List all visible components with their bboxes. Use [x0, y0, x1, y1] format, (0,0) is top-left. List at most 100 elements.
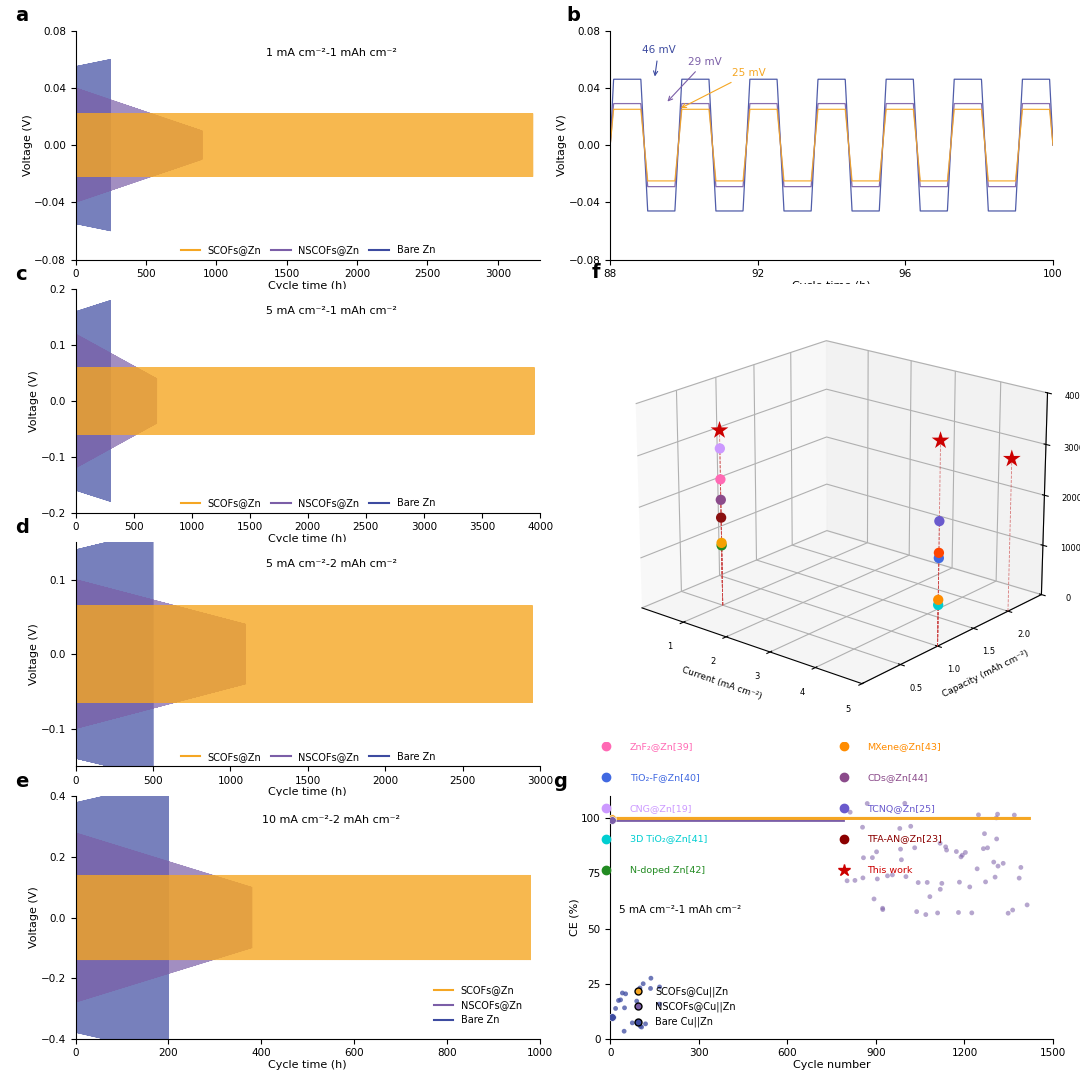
Point	[643, 970, 660, 987]
Point	[603, 810, 620, 827]
Point	[948, 843, 966, 861]
Point	[985, 853, 1002, 871]
Y-axis label: Capacity (mAh cm⁻²): Capacity (mAh cm⁻²)	[942, 648, 1030, 699]
Text: 5 mA cm⁻²-2 mAh cm⁻²: 5 mA cm⁻²-2 mAh cm⁻²	[266, 559, 396, 570]
Text: 5 mA cm⁻²-1 mAh cm⁻²: 5 mA cm⁻²-1 mAh cm⁻²	[619, 906, 741, 915]
Point	[841, 803, 859, 820]
Point	[896, 794, 914, 812]
Point	[616, 999, 633, 1017]
Point	[838, 872, 855, 889]
Point	[854, 870, 872, 887]
Point	[1012, 859, 1029, 876]
Point	[950, 874, 968, 891]
Text: c: c	[15, 265, 27, 284]
Text: TFA-AN@Zn[23]: TFA-AN@Zn[23]	[867, 835, 943, 843]
Point	[975, 840, 993, 858]
Point	[891, 819, 908, 837]
Text: 25 mV: 25 mV	[683, 69, 766, 108]
Text: 29 mV: 29 mV	[669, 57, 721, 100]
Y-axis label: Voltage (V): Voltage (V)	[29, 623, 39, 685]
Point	[937, 841, 955, 859]
Point	[957, 843, 974, 861]
Text: g: g	[553, 771, 567, 791]
X-axis label: Cycle number: Cycle number	[793, 1059, 870, 1070]
Text: 5 mA cm⁻²-1 mAh cm⁻²: 5 mA cm⁻²-1 mAh cm⁻²	[266, 305, 396, 316]
Point	[632, 980, 649, 997]
Point	[977, 873, 995, 890]
Point	[617, 985, 634, 1003]
Text: d: d	[15, 518, 29, 537]
Point	[909, 874, 927, 891]
Legend: SCOFs@Cu||Zn, NSCOFs@Cu||Zn, Bare Cu||Zn: SCOFs@Cu||Zn, NSCOFs@Cu||Zn, Bare Cu||Zn	[624, 982, 740, 1031]
Point	[988, 830, 1005, 848]
Point	[613, 984, 631, 1002]
Point	[874, 901, 891, 919]
Point	[932, 880, 949, 898]
Point	[623, 1015, 640, 1032]
Text: TiO₂-F@Zn[40]: TiO₂-F@Zn[40]	[630, 772, 700, 782]
Point	[859, 794, 876, 812]
X-axis label: Cycle time (h): Cycle time (h)	[269, 1059, 347, 1070]
X-axis label: Current (mA cm⁻²): Current (mA cm⁻²)	[680, 666, 764, 702]
Point	[949, 903, 967, 921]
Text: a: a	[15, 7, 28, 25]
Point	[879, 867, 896, 885]
Point	[931, 835, 948, 852]
Point	[902, 817, 919, 835]
Point	[1004, 901, 1022, 919]
Text: ZnF₂@Zn[39]: ZnF₂@Zn[39]	[630, 742, 693, 751]
Text: f: f	[592, 263, 600, 283]
Point	[892, 840, 909, 858]
Point	[864, 849, 881, 866]
Point	[635, 975, 652, 993]
Point	[603, 1008, 620, 1026]
Point	[989, 805, 1007, 823]
X-axis label: Cycle time (h): Cycle time (h)	[269, 280, 347, 291]
Point	[642, 980, 659, 997]
Point	[855, 849, 873, 866]
Text: This work: This work	[867, 865, 913, 875]
Point	[868, 871, 886, 888]
X-axis label: Cycle time (h): Cycle time (h)	[793, 280, 870, 291]
Y-axis label: Voltage (V): Voltage (V)	[23, 115, 32, 176]
X-axis label: Cycle time (h): Cycle time (h)	[269, 533, 347, 544]
X-axis label: Cycle time (h): Cycle time (h)	[269, 787, 347, 798]
Point	[929, 904, 946, 922]
Text: CNG@Zn[19]: CNG@Zn[19]	[630, 804, 692, 813]
Point	[963, 904, 981, 922]
Point	[616, 1022, 633, 1040]
Point	[953, 848, 970, 865]
Point	[629, 993, 646, 1010]
Point	[961, 878, 978, 896]
Point	[933, 875, 950, 892]
Point	[908, 903, 926, 921]
Point	[637, 1015, 654, 1032]
Legend: SCOFs@Zn, NSCOFs@Zn, Bare Zn: SCOFs@Zn, NSCOFs@Zn, Bare Zn	[177, 494, 438, 513]
Point	[603, 811, 620, 828]
Point	[978, 839, 996, 856]
Point	[1011, 870, 1028, 887]
Text: MXene@Zn[43]: MXene@Zn[43]	[867, 742, 941, 751]
Point	[995, 854, 1012, 872]
Point	[607, 999, 624, 1017]
Point	[937, 838, 955, 855]
Point	[917, 906, 934, 923]
Point	[919, 874, 936, 891]
Point	[847, 872, 864, 889]
Y-axis label: Voltage (V): Voltage (V)	[29, 887, 39, 948]
Text: N-doped Zn[42]: N-doped Zn[42]	[630, 865, 705, 875]
Point	[868, 843, 886, 861]
Point	[986, 868, 1003, 886]
Point	[1005, 806, 1023, 824]
Point	[906, 839, 923, 856]
Y-axis label: CE (%): CE (%)	[569, 899, 580, 936]
Point	[893, 851, 910, 868]
Text: 10 mA cm⁻²-2 mAh cm⁻²: 10 mA cm⁻²-2 mAh cm⁻²	[262, 815, 400, 825]
Point	[632, 1018, 649, 1035]
Text: 3D TiO₂@Zn[41]: 3D TiO₂@Zn[41]	[630, 835, 707, 843]
Text: TCNQ@Zn[25]: TCNQ@Zn[25]	[867, 804, 935, 813]
Legend: SCOFs@Zn, NSCOFs@Zn, Bare Zn: SCOFs@Zn, NSCOFs@Zn, Bare Zn	[177, 747, 438, 766]
Point	[976, 825, 994, 842]
Text: CDs@Zn[44]: CDs@Zn[44]	[867, 772, 928, 782]
Point	[874, 899, 891, 916]
